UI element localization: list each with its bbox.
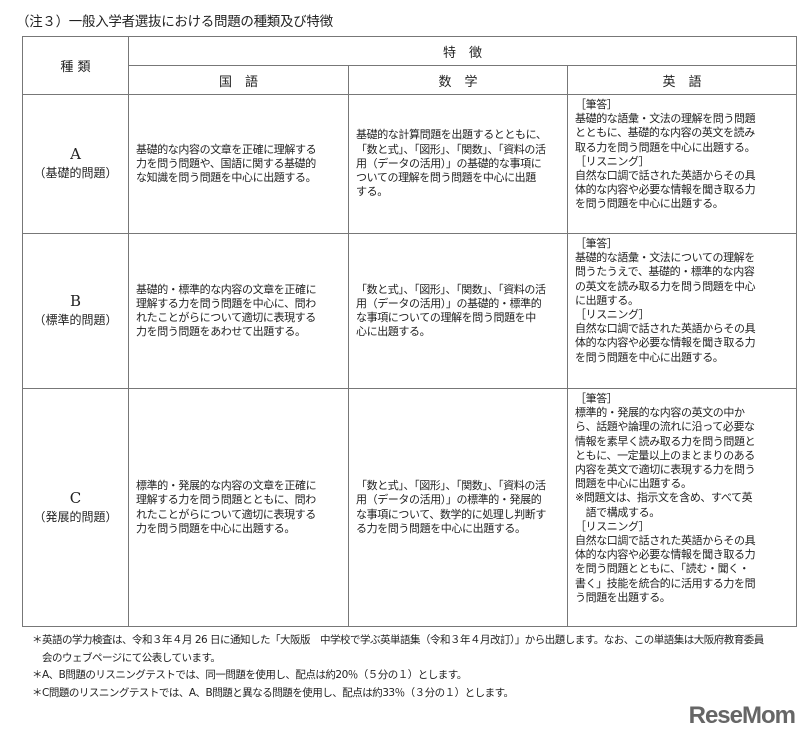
- english-cell: ［筆答］ 標準的・発展的な内容の英文の中か ら、話題や論理の流れに沿って必要な …: [566, 388, 798, 627]
- header-features: 特 徴: [127, 36, 798, 66]
- math-cell: 「数と式」、「図形」、「関数」、「資料の活 用（データの活用）」の基礎的・標準的…: [348, 233, 568, 389]
- japanese-cell: 基礎的な内容の文章を正確に理解する 力を問う問題や、国語に関する基礎的 な知識を…: [128, 94, 349, 234]
- header-math: 数 学: [348, 65, 568, 95]
- kind-label: （標準的問題）: [33, 313, 118, 327]
- kind-label: （発展的問題）: [33, 509, 118, 524]
- footnote: ＊A、B問題のリスニングテストでは、同一問題を使用し、配点は約20％（５分の１）…: [32, 669, 467, 681]
- footnotes: ＊英語の学力検査は、令和３年４月 26 日に通知した「大阪版 中学校で学ぶ英単語…: [32, 632, 802, 702]
- english-cell: ［筆答］ 基礎的な語彙・文法の理解を問う問題 とともに、基礎的な内容の英文を読み…: [566, 94, 798, 234]
- footnote: ＊C問題のリスニングテストでは、A、B問題と異なる問題を使用し、配点は約33％（…: [32, 686, 514, 699]
- english-cell: ［筆答］ 基礎的な語彙・文法についての理解を 問うたうえで、基礎的・標準的な内容…: [566, 233, 798, 389]
- table-row: C （発展的問題） 標準的・発展的な内容の文章を正確に 理解する力を問う問題ととも…: [22, 388, 798, 627]
- math-cell: 「数と式」、「図形」、「関数」、「資料の活 用（データの活用）」の標準的・発展的…: [348, 388, 568, 627]
- kind-cell: A （基礎的問題）: [22, 94, 129, 234]
- kind-letter: A: [70, 145, 81, 163]
- resemom-logo: ReseMom: [688, 702, 796, 729]
- question-types-table: 種 類 特 徴 国 語 数 学 英 語 A （基礎的問題） 基礎的な内容の文章を正…: [22, 36, 798, 627]
- kind-label: （基礎的問題）: [33, 166, 118, 180]
- table-row: A （基礎的問題） 基礎的な内容の文章を正確に理解する 力を問う問題や、国語に関す…: [22, 94, 798, 234]
- japanese-cell: 基礎的・標準的な内容の文章を正確に 理解する力を問う問題を中心に、問わ れたこと…: [128, 233, 349, 389]
- header-japanese: 国 語: [128, 65, 349, 95]
- kind-cell: C （発展的問題）: [22, 388, 129, 627]
- japanese-cell: 標準的・発展的な内容の文章を正確に 理解する力を問う問題とともに、問わ れたこと…: [128, 388, 349, 627]
- math-cell: 基礎的な計算問題を出題するとともに、 「数と式」、「図形」、「関数」、「資料の活…: [348, 94, 568, 234]
- kind-letter: C: [69, 488, 82, 507]
- header-kind: 種 類: [22, 36, 129, 95]
- kind-cell: B （標準的問題）: [22, 233, 129, 389]
- table-row: B （標準的問題） 基礎的・標準的な内容の文章を正確に 理解する力を問う問題を中心…: [22, 233, 798, 389]
- page-title: （注３）一般入学者選抜における問題の種類及び特徴: [16, 14, 333, 30]
- header-english: 英 語: [566, 65, 798, 95]
- kind-letter: B: [69, 292, 82, 310]
- footnote: ＊英語の学力検査は、令和３年４月 26 日に通知した「大阪版 中学校で学ぶ英単語…: [32, 634, 764, 664]
